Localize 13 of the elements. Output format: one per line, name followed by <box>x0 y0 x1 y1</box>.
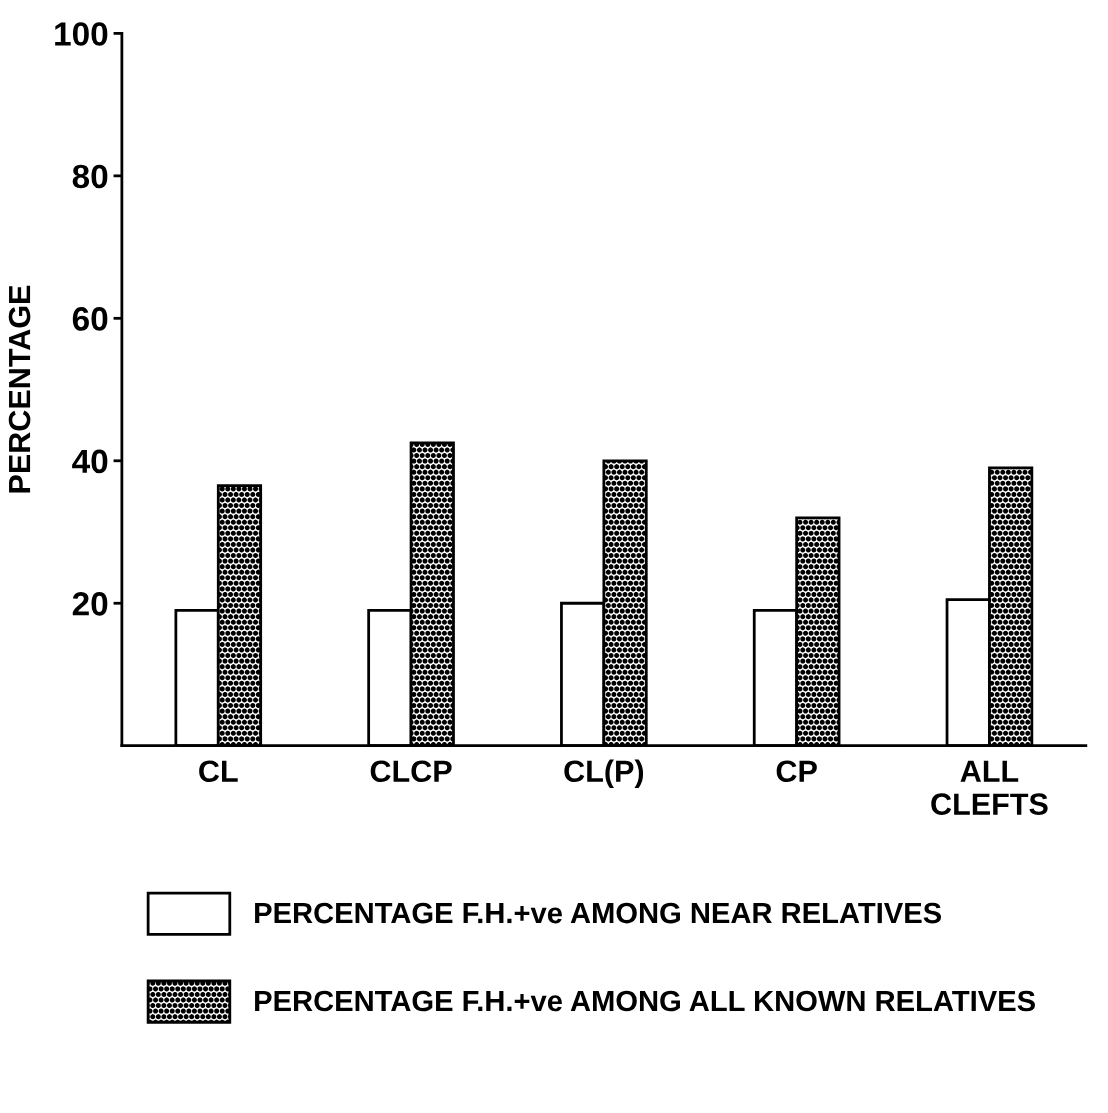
y-tick-label: 60 <box>72 307 108 331</box>
y-tick-label: 40 <box>72 449 108 474</box>
legend-label: PERCENTAGE F.H.+ve AMONG NEAR RELATIVES <box>255 902 942 924</box>
x-tick-label: CLCP <box>370 760 452 783</box>
x-tick-label: CL(P) <box>564 759 644 789</box>
legend-label: PERCENTAGE F.H.+ve AMONG ALL KNOWN RELATIVES <box>255 990 1035 1012</box>
y-axis-title: PERCENTAGE <box>8 285 31 493</box>
x-tick-label: CL <box>199 760 238 783</box>
y-tick-label: 100 <box>55 22 108 46</box>
y-tick-label: 20 <box>72 592 108 616</box>
y-tick-label: 80 <box>72 164 108 189</box>
x-tick-label: ALL CLEFTS <box>931 760 1048 815</box>
x-tick-label: CP <box>776 760 817 783</box>
